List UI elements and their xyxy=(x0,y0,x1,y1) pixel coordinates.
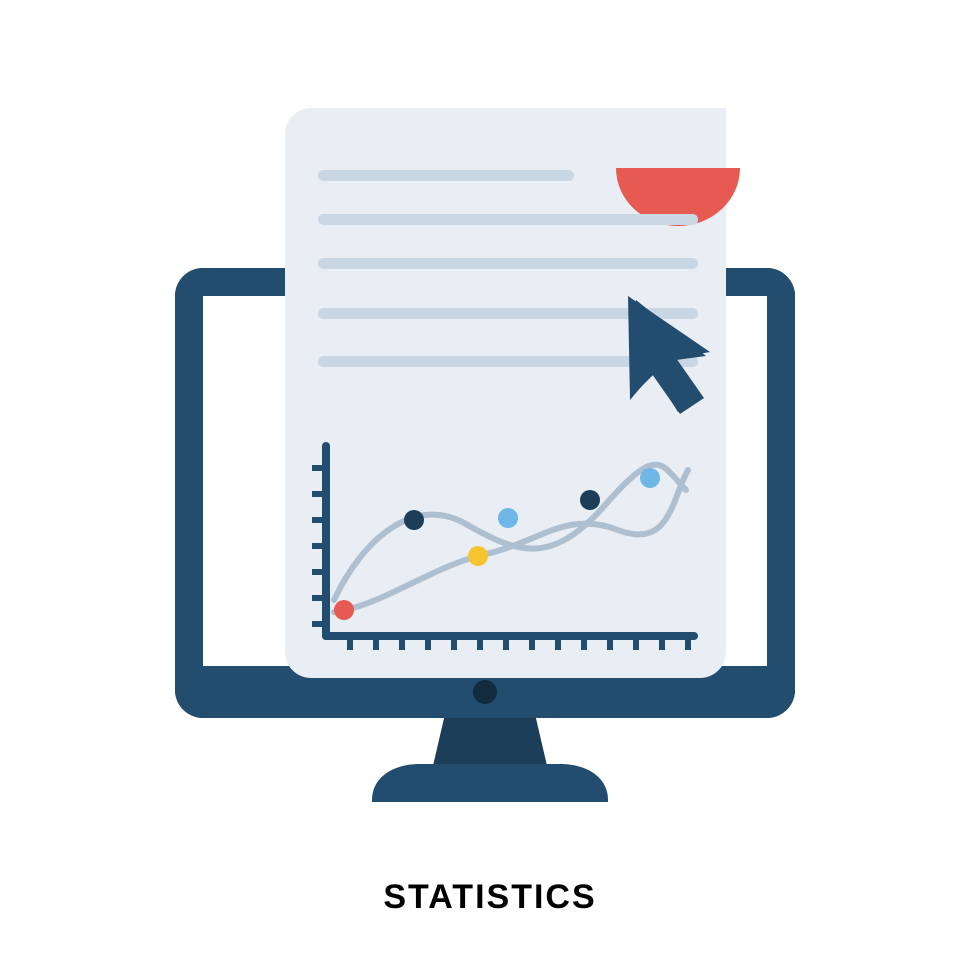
statistics-illustration xyxy=(0,0,980,980)
caption-label: STATISTICS xyxy=(0,878,980,917)
monitor-stand xyxy=(372,714,608,802)
